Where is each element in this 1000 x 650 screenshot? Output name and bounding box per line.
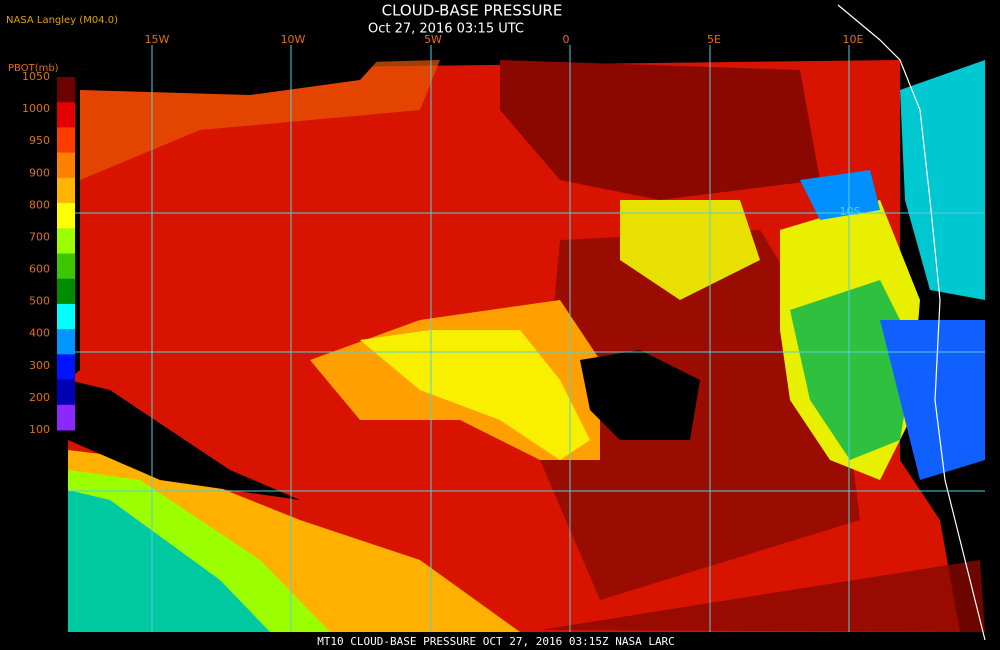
colorbar-swatch bbox=[57, 203, 75, 229]
colorbar-tick-label: 800 bbox=[29, 198, 50, 211]
colorbar-tick-label: 900 bbox=[29, 166, 50, 179]
footer: MT10 CLOUD-BASE PRESSURE OCT 27, 2016 03… bbox=[317, 635, 675, 648]
colorbar-label: PBOT(mb) bbox=[8, 63, 59, 74]
source: NASA Langley (M04.0) bbox=[6, 15, 118, 26]
colorbar-swatch bbox=[57, 102, 75, 128]
colorbar-swatch bbox=[57, 303, 75, 330]
satellite-image bbox=[68, 4, 986, 641]
colorbar-swatch bbox=[57, 152, 75, 179]
colorbar-swatch bbox=[57, 228, 75, 254]
colorbar-tick-label: 950 bbox=[29, 134, 50, 147]
subtitle: Oct 27, 2016 03:15 UTC bbox=[368, 22, 524, 37]
colorbar-tick-label: 100 bbox=[29, 423, 50, 436]
colorbar-swatch bbox=[57, 77, 75, 103]
colorbar-tick-label: 400 bbox=[29, 327, 50, 340]
lon-label: 10E bbox=[843, 33, 864, 46]
colorbar-tick-label: 1000 bbox=[22, 102, 50, 115]
colorbar-tick-label: 200 bbox=[29, 391, 50, 404]
lon-label: 5E bbox=[707, 33, 721, 46]
colorbar-swatch bbox=[57, 379, 75, 406]
colorbar-tick-label: 300 bbox=[29, 359, 50, 372]
colorbar-swatch bbox=[57, 127, 75, 154]
colorbar-swatch bbox=[57, 404, 75, 431]
lat-label: 10S bbox=[840, 205, 861, 218]
colorbar-swatch bbox=[57, 278, 75, 305]
lon-label: 0 bbox=[563, 33, 570, 46]
colorbar-tick-label: 700 bbox=[29, 230, 50, 243]
colorbar-swatch bbox=[57, 354, 75, 381]
lon-label: 10W bbox=[281, 33, 306, 46]
colorbar-tick-label: 600 bbox=[29, 263, 50, 276]
lon-label: 5W bbox=[424, 33, 442, 46]
lon-label: 15W bbox=[145, 33, 170, 46]
graticule bbox=[68, 45, 985, 632]
colorbar-swatch bbox=[57, 177, 75, 204]
colorbar-swatch bbox=[57, 329, 75, 355]
colorbar-tick-label: 1050 bbox=[22, 70, 50, 83]
title: CLOUD-BASE PRESSURE bbox=[382, 2, 563, 20]
colorbar: 1050 1000 950 900 800 700 600 500 400 300 200 100 bbox=[22, 70, 75, 436]
colorbar-tick-label: 500 bbox=[29, 295, 50, 308]
colorbar-swatch bbox=[57, 253, 75, 280]
